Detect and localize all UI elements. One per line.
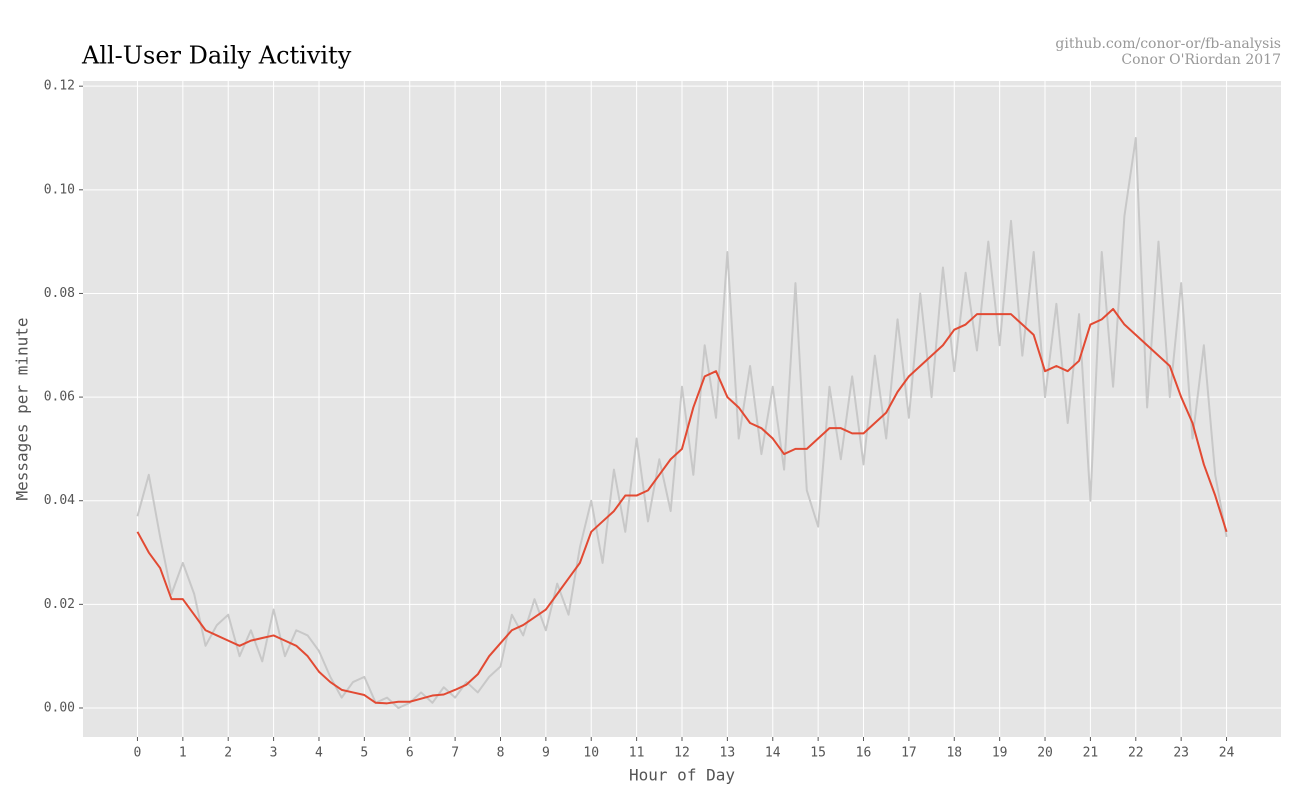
x-tick-label: 12: [674, 746, 690, 761]
y-tick-label: 0.12: [44, 79, 75, 94]
x-tick-label: 14: [765, 746, 781, 761]
x-tick-label: 0: [134, 746, 142, 761]
series-line: [136, 137, 1228, 709]
y-tick-label: 0.02: [44, 597, 75, 612]
x-tick-label: 22: [1128, 746, 1144, 761]
x-axis-label: Hour of Day: [629, 766, 735, 785]
y-tick-label: 0.08: [44, 286, 75, 301]
x-tick-label: 1: [179, 746, 187, 761]
x-tick-label: 8: [497, 746, 505, 761]
x-tick-label: 19: [992, 746, 1008, 761]
x-tick-label: 10: [583, 746, 599, 761]
x-tick-label: 18: [946, 746, 962, 761]
x-tick-label: 21: [1083, 746, 1099, 761]
y-tick-label: 0.10: [44, 182, 75, 197]
x-tick-label: 24: [1219, 746, 1235, 761]
y-tick-label: 0.06: [44, 390, 75, 405]
source-line: github.com/conor-or/fb-analysis: [1055, 36, 1281, 52]
x-tick-label: 23: [1173, 746, 1189, 761]
x-tick-label: 13: [720, 746, 736, 761]
x-tick-label: 9: [542, 746, 550, 761]
x-tick-label: 16: [856, 746, 872, 761]
chart-title: All-User Daily Activity: [81, 42, 352, 70]
y-axis-label: Messages per minute: [13, 317, 32, 500]
y-tick-label: 0.00: [44, 700, 75, 715]
x-tick-label: 20: [1037, 746, 1053, 761]
x-tick-label: 3: [270, 746, 278, 761]
y-tick-label: 0.04: [44, 493, 75, 508]
x-tick-label: 15: [810, 746, 826, 761]
x-tick-label: 6: [406, 746, 414, 761]
source-line: Conor O'Riordan 2017: [1121, 52, 1281, 68]
x-tick-label: 7: [451, 746, 459, 761]
x-tick-label: 11: [629, 746, 645, 761]
series-line: [136, 307, 1228, 705]
x-tick-label: 5: [360, 746, 368, 761]
x-tick-label: 2: [224, 746, 232, 761]
x-tick-label: 17: [901, 746, 917, 761]
x-tick-label: 4: [315, 746, 323, 761]
